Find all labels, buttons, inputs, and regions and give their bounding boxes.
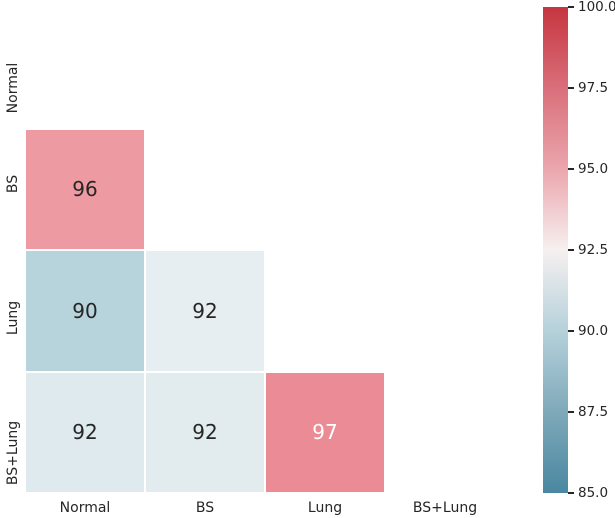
- colorbar: [543, 7, 568, 493]
- x-tick-label: Normal: [59, 500, 111, 516]
- x-tick-label: Lung: [307, 500, 343, 516]
- colorbar-tick-label: 92.5: [578, 242, 609, 258]
- heatmap-cell: 92: [25, 371, 145, 493]
- colorbar-tick-label: 85.0: [578, 485, 609, 501]
- y-tick-label: BS: [5, 174, 21, 194]
- colorbar-tick-mark: [568, 492, 574, 494]
- colorbar-tick-mark: [568, 6, 574, 8]
- x-tick-label: BS+Lung: [412, 500, 478, 516]
- colorbar-tick-label: 97.5: [578, 80, 609, 96]
- colorbar-tick-label: 100.0: [578, 0, 615, 15]
- x-tick-label: BS: [195, 500, 215, 516]
- heatmap-cell: 92: [145, 250, 265, 372]
- y-tick-label: BS+Lung: [5, 420, 21, 486]
- heatmap-cell: 90: [25, 250, 145, 372]
- colorbar-tick-mark: [568, 168, 574, 170]
- heatmap-cell: 92: [145, 371, 265, 493]
- colorbar-tick-mark: [568, 87, 574, 89]
- colorbar-tick-mark: [568, 249, 574, 251]
- heatmap-cell: 97: [265, 371, 385, 493]
- colorbar-tick-mark: [568, 330, 574, 332]
- y-tick-label: Normal: [5, 62, 21, 114]
- colorbar-tick-label: 90.0: [578, 323, 609, 339]
- y-tick-label: Lung: [5, 300, 21, 336]
- colorbar-tick-mark: [568, 411, 574, 413]
- heatmap-cell: 96: [25, 128, 145, 250]
- colorbar-tick-label: 95.0: [578, 161, 609, 177]
- colorbar-tick-label: 87.5: [578, 404, 609, 420]
